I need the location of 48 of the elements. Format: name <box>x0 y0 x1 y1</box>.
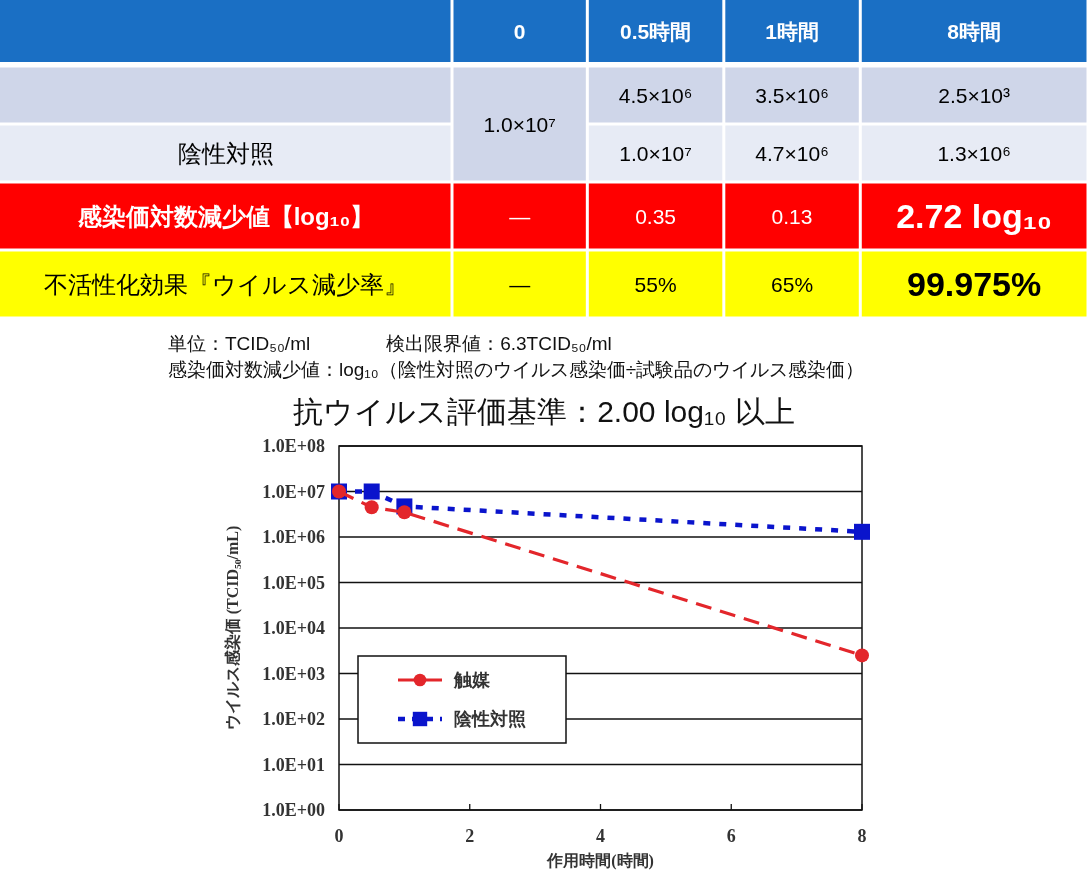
text: 1.0×10⁷ <box>619 141 692 165</box>
text: 0.13 <box>771 204 813 228</box>
x-tick-label: 8 <box>857 826 867 846</box>
y-tick-label: 1.0E+08 <box>262 436 325 456</box>
text: 3.5×10⁶ <box>755 83 829 107</box>
category-label: 不活性化効果『ウイルス減少率』 <box>44 270 408 298</box>
y-axis-title: ウイルス感染価 (TCID₅₀/mL) <box>223 525 242 731</box>
text: 1.0×10⁷ <box>483 112 556 136</box>
y-tick-label: 1.0E+01 <box>262 754 325 775</box>
x-tick-label: 4 <box>596 826 605 846</box>
y-tick-label: 1.0E+03 <box>262 663 325 684</box>
y-tick-label: 1.0E+06 <box>262 527 325 547</box>
text: 65% <box>771 272 814 296</box>
category-label: 1時間 <box>765 19 819 43</box>
y-tick-label: 1.0E+04 <box>262 618 325 638</box>
text: — <box>509 204 531 228</box>
text: 1.3×10⁶ <box>937 141 1011 165</box>
category-label: 0.5時間 <box>619 19 692 43</box>
text: 55% <box>634 272 677 296</box>
text: 感染価対数減少値：log₁₀（陰性対照のウイルス感染価÷試験品のウイルス感染価） <box>168 358 865 380</box>
text: 4.7×10⁶ <box>755 141 829 165</box>
y-tick-label: 1.0E+07 <box>262 481 325 502</box>
point <box>855 648 869 663</box>
x-axis-title: 作用時間(時間) <box>546 851 654 870</box>
text: 99.975% <box>907 265 1042 303</box>
category-label: 感染価対数減少値【log₁₀】 <box>77 202 375 230</box>
y-tick-label: 1.0E+00 <box>262 800 325 820</box>
y-tick-label: 1.0E+02 <box>262 709 325 729</box>
x-tick-label: 2 <box>465 826 475 846</box>
point <box>854 523 870 540</box>
y-tick-label: 1.0E+05 <box>262 572 325 593</box>
category-label: 8時間 <box>947 19 1001 43</box>
text: — <box>509 272 531 296</box>
point <box>363 483 380 500</box>
text: 0.35 <box>635 204 676 228</box>
text: 4.5×10⁶ <box>618 83 693 107</box>
text: 単位：TCID₅₀/ml 検出限界値：6.3TCID₅₀/ml <box>168 332 612 354</box>
text: 2.5×10³ <box>938 83 1011 107</box>
legend-label: 触媒 <box>453 670 491 690</box>
category-label: 0 <box>513 19 526 43</box>
text: 2.72 log₁₀ <box>896 197 1053 235</box>
category-label: 陰性対照 <box>178 139 274 167</box>
x-tick-label: 6 <box>726 826 736 846</box>
chart-title: 抗ウイルス評価基準：2.00 log₁₀ 以上 <box>293 394 795 428</box>
legend-label: 陰性対照 <box>454 709 526 729</box>
point <box>397 505 412 520</box>
point <box>364 500 379 515</box>
x-tick-label: 0 <box>334 826 344 846</box>
